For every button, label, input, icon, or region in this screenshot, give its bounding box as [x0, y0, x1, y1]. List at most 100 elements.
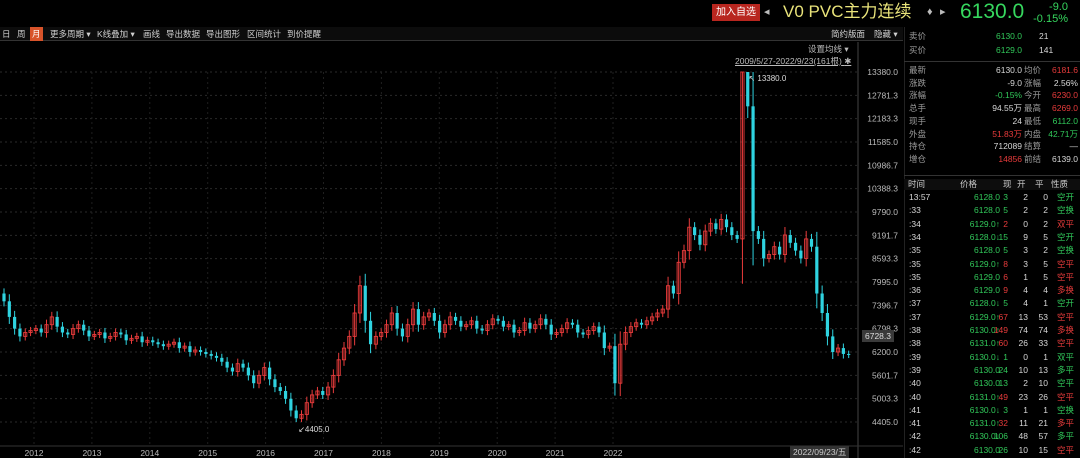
export-chart-button[interactable]: 导出图形 [206, 29, 241, 39]
tick-type: 多换 [1057, 285, 1075, 296]
candle-body [841, 348, 845, 354]
prev-symbol-icon[interactable]: ◂ [764, 6, 770, 18]
max-price-label: ↖ 13380.0 [748, 74, 786, 83]
candle-body [698, 235, 702, 245]
candle-body [703, 230, 708, 246]
quote-label: 增仓 [909, 153, 927, 164]
simple-layout-button[interactable]: 简约版面 [831, 29, 866, 39]
candle-body [475, 320, 479, 329]
kline-chart[interactable]: 13380.0 12781.3 12183.3 11585.0 10986.7 10388… [0, 42, 903, 458]
tick-open: 1 [1023, 404, 1028, 415]
y-tick-label: 7396.7 [872, 300, 898, 310]
candle-body [480, 328, 484, 331]
candle-body [315, 390, 320, 396]
tick-volume: 15 [998, 231, 1008, 242]
tick-close: 5 [1043, 258, 1048, 269]
quote-value: -9.0 [1007, 77, 1022, 88]
range-stats-button[interactable]: 区间统计 [247, 29, 282, 39]
tick-close: 4 [1043, 285, 1048, 296]
candle-body [214, 355, 219, 358]
sell-volume: 21 [1039, 31, 1049, 41]
candle-body [671, 285, 675, 294]
candle-body [613, 346, 617, 384]
candle-body [294, 410, 298, 419]
tick-time: :33 [909, 205, 921, 216]
tick-type: 空开 [1057, 192, 1075, 202]
date-range-text: 2009/5/27-2022/9/23(161根) [735, 56, 842, 66]
tick-price: 6128.0↓ [969, 298, 1000, 309]
date-range-label[interactable]: 2009/5/27-2022/9/23(161根) ✱ [735, 55, 851, 67]
bell-icon[interactable]: ♦ [927, 6, 933, 18]
tick-time: :41 [909, 418, 921, 429]
candle-body [644, 320, 649, 326]
candle-body [559, 328, 564, 333]
candle-body [161, 344, 165, 347]
tick-volume: 60 [998, 338, 1008, 349]
tick-price: 6129.0 [974, 271, 1000, 282]
tick-volume: 6 [1003, 271, 1008, 282]
candle-body [256, 374, 262, 384]
candle-body [289, 398, 293, 411]
candle-body [730, 227, 734, 236]
draw-line-button[interactable]: 画线 [143, 29, 161, 39]
tick-price: 6129.0↑ [969, 311, 1000, 322]
tick-header-cell: 价格 [960, 179, 978, 189]
y-tick-label: 6798.3 [872, 324, 898, 334]
quote-value: 6269.0 [1052, 103, 1078, 114]
candle-body [820, 293, 824, 314]
candle-body [331, 374, 336, 388]
export-data-button[interactable]: 导出数据 [166, 29, 201, 39]
quote-value: 42.71万 [1048, 128, 1078, 139]
tab-month[interactable]: 月 [30, 27, 43, 41]
candle-body [193, 349, 198, 353]
hide-label: 隐藏 [874, 29, 892, 39]
candle-body [28, 330, 33, 333]
x-tick-label: 2018 [372, 448, 391, 458]
y-tick-label: 5003.3 [872, 394, 898, 404]
next-symbol-icon[interactable]: ▸ [940, 6, 946, 18]
tick-time: 13:57 [909, 192, 931, 202]
hide-button[interactable]: 隐藏 ▾ [872, 27, 900, 41]
candle-body [278, 387, 282, 391]
more-periods-dropdown[interactable]: 更多周期 ▾ [48, 27, 93, 41]
candle-body [2, 293, 6, 302]
quote-label: 涨跌 [909, 77, 927, 88]
tick-open: 2 [1023, 205, 1028, 216]
divider [904, 61, 1080, 62]
tick-close: 10 [1038, 378, 1048, 389]
tick-open: 74 [1018, 325, 1028, 335]
add-watchlist-button[interactable]: 加入自选 [712, 4, 760, 21]
candle-body [496, 318, 500, 321]
tab-week[interactable]: 周 [17, 29, 26, 39]
candle-body [368, 320, 373, 345]
buy-volume: 141 [1039, 45, 1054, 55]
quote-label: 结算 [1024, 141, 1042, 152]
tick-close: 1 [1043, 351, 1048, 362]
candle-body [230, 367, 235, 372]
quote-label: 今开 [1024, 90, 1042, 101]
tick-price: 6130.0 [974, 364, 1000, 375]
tick-close: 5 [1043, 271, 1048, 282]
tick-price: 6130.0↓ [969, 404, 1000, 415]
tick-volume: 2 [1003, 218, 1008, 229]
ma-settings-dropdown[interactable]: 设置均线 ▾ [808, 43, 849, 55]
candle-body [554, 332, 559, 335]
kline-overlay-dropdown[interactable]: K线叠加 ▾ [95, 27, 137, 41]
tick-price: 6129.0↑ [969, 258, 1000, 269]
tick-type: 多平 [1057, 418, 1075, 429]
tick-volume: 5 [1003, 245, 1008, 256]
tick-volume: 24 [998, 364, 1008, 375]
tick-price: 6130.0 [974, 378, 1000, 389]
quote-label: 涨幅 [1024, 77, 1042, 88]
tab-day[interactable]: 日 [2, 29, 11, 39]
x-tick-label: 2014 [140, 448, 159, 458]
quote-value: 14856 [998, 153, 1022, 164]
candle-body [235, 363, 240, 372]
price-alert-button[interactable]: 到价提醒 [287, 29, 322, 39]
candle-body [804, 238, 809, 259]
quote-label: 涨幅 [909, 90, 927, 101]
candle-body [453, 316, 458, 321]
tick-time: :39 [909, 364, 921, 375]
last-price: 6130.0 [960, 0, 1025, 23]
tick-time: :37 [909, 298, 921, 309]
